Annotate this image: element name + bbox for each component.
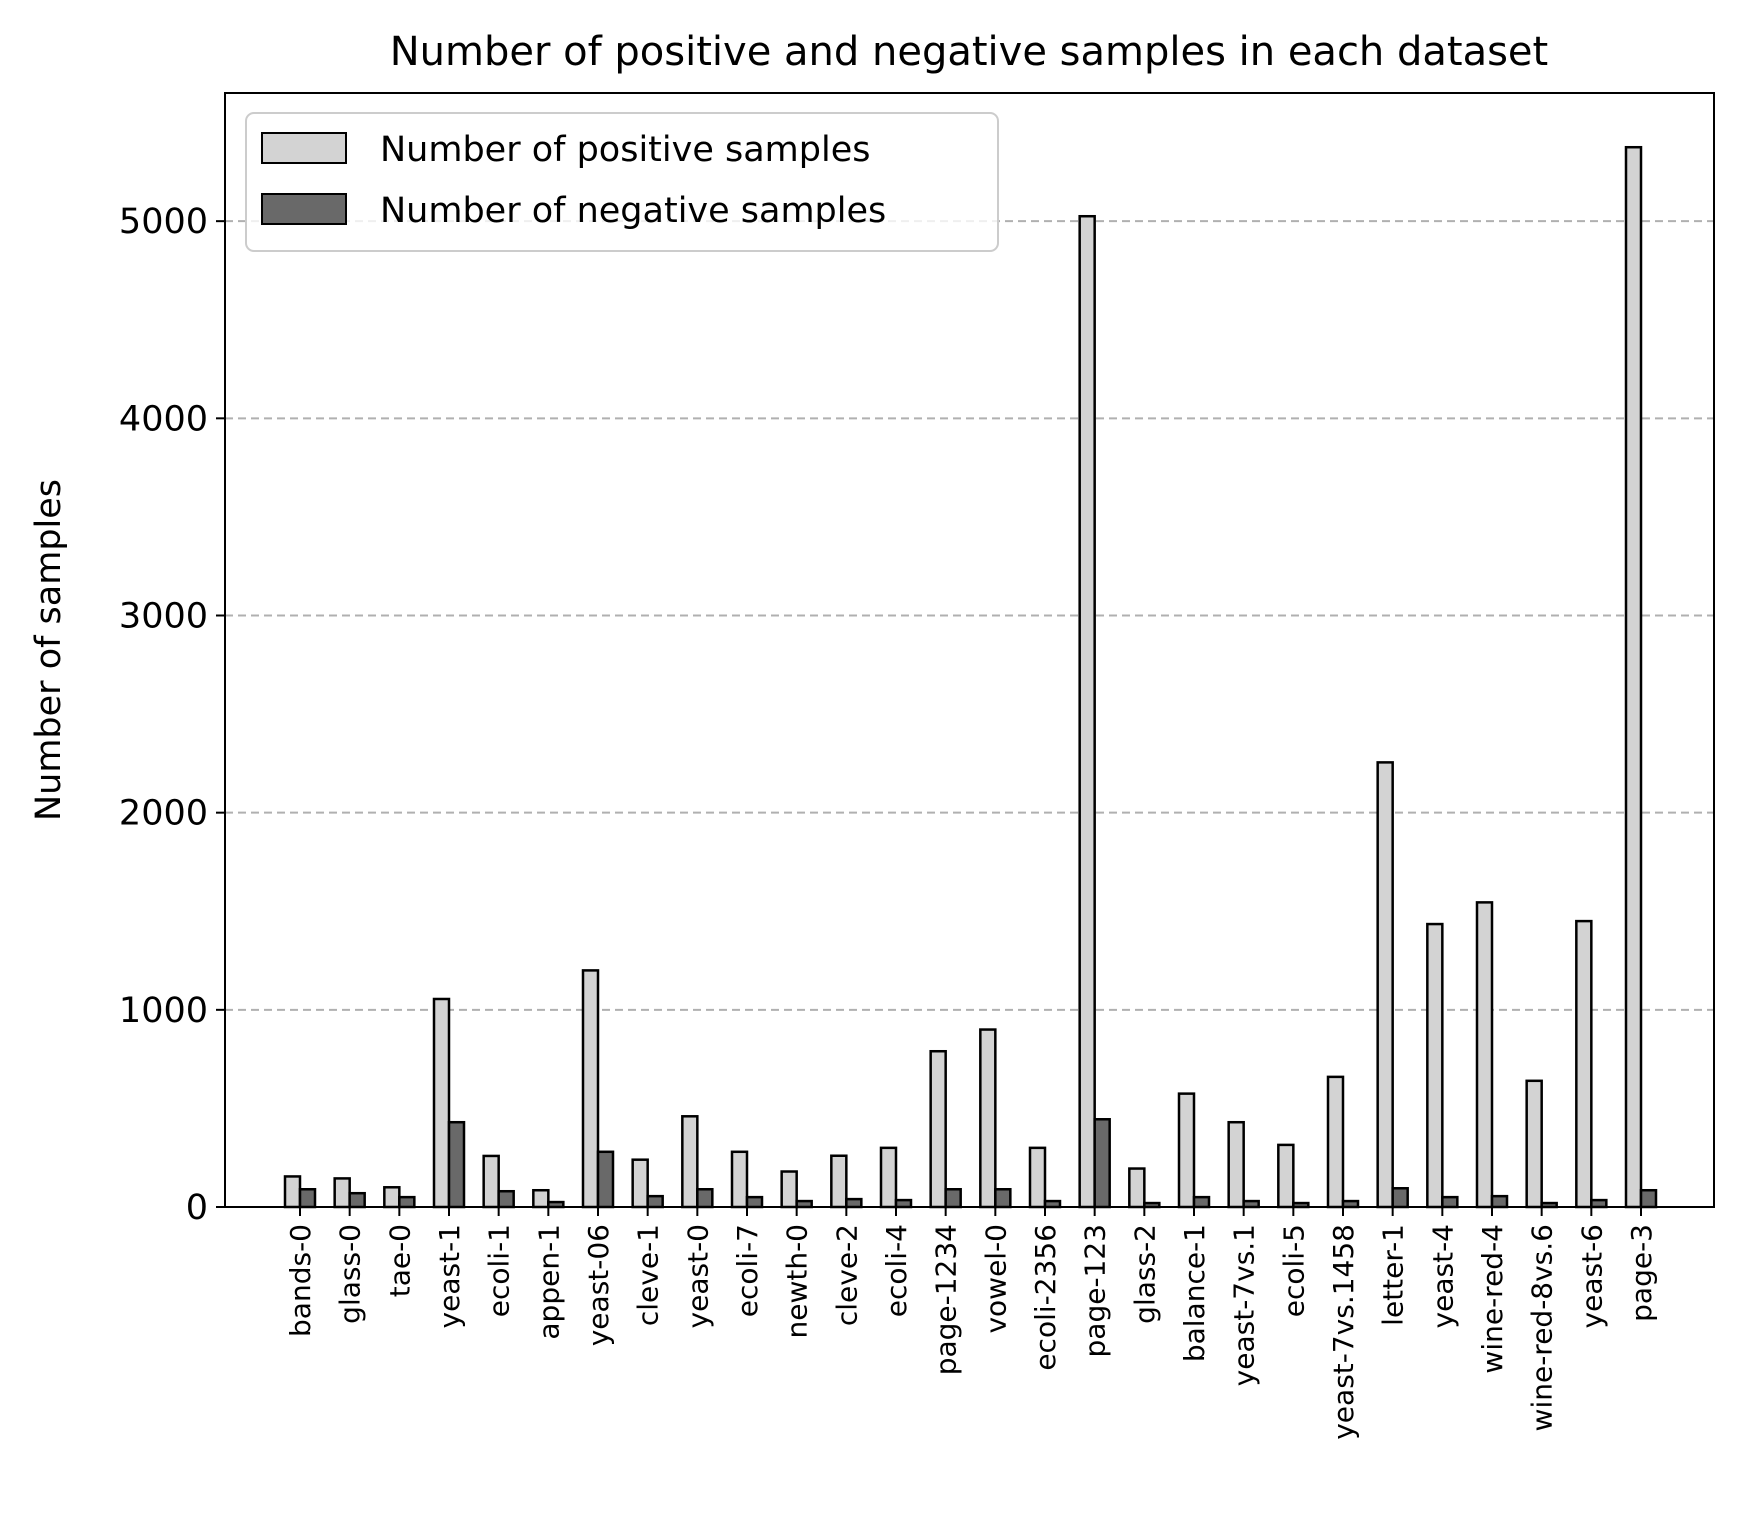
bar-positive (730, 1150, 749, 1209)
plot-frame (224, 92, 1715, 1208)
x-tick-label: yeast-1 (433, 1224, 466, 1328)
bar-positive (631, 1158, 649, 1209)
x-tick-label: yeast-7vs.1458 (1327, 1224, 1360, 1440)
y-tick-label: 5000 (119, 202, 208, 242)
bar-negative (1093, 1118, 1111, 1209)
bar-positive (1028, 1146, 1047, 1209)
y-tick-label: 1000 (119, 991, 208, 1031)
bar-positive (979, 1028, 997, 1209)
y-tick-label: 2000 (119, 794, 208, 834)
x-tick-label: ecoli-1 (483, 1224, 516, 1317)
bar-negative (497, 1189, 515, 1209)
bar-positive (333, 1177, 351, 1209)
x-tick-label: bands-0 (284, 1224, 317, 1337)
bar-positive (1624, 145, 1643, 1209)
bar-positive (929, 1049, 947, 1209)
x-tick-label: page-1234 (930, 1224, 963, 1375)
y-axis-label: Number of samples (29, 479, 69, 821)
x-axis-ticks: bands-0 glass-0 tae-0 yeast-1 ecoli-1 appen-1… (284, 1207, 1658, 1440)
bar-negative (745, 1195, 764, 1209)
legend-label-negative: Number of negative samples (380, 191, 886, 231)
x-tick-label: balance-1 (1178, 1224, 1211, 1362)
bar-negative (1192, 1195, 1211, 1209)
bar-negative (596, 1150, 615, 1209)
bar-positive (1426, 922, 1444, 1209)
y-tick-label: 3000 (119, 596, 208, 636)
bar-negative (1639, 1188, 1658, 1209)
bar-positive (581, 969, 600, 1209)
bar-positive (1227, 1120, 1245, 1209)
bar-positive (1575, 919, 1593, 1209)
legend-label-positive: Number of positive samples (380, 130, 870, 170)
bar-negative (1490, 1194, 1509, 1209)
x-tick-label: ecoli-7 (731, 1224, 764, 1317)
bar-positive (432, 997, 451, 1209)
bar-positive (383, 1186, 401, 1209)
x-tick-label: ecoli-2356 (1029, 1224, 1062, 1371)
bar-positive (1525, 1079, 1543, 1209)
bar-positive (1475, 901, 1494, 1209)
x-tick-label: wine-red-8vs.6 (1526, 1224, 1559, 1431)
x-tick-label: yeast-4 (1426, 1224, 1459, 1328)
bar-positive (681, 1115, 699, 1209)
bar-positive (1376, 761, 1394, 1209)
x-tick-label: letter-1 (1377, 1224, 1410, 1326)
x-tick-label: yeast-6 (1575, 1224, 1608, 1328)
chart-title: Number of positive and negative samples … (390, 29, 1548, 75)
bar-negative (447, 1120, 466, 1209)
x-tick-label: wine-red-4 (1476, 1224, 1509, 1374)
bar-negative (1590, 1198, 1608, 1209)
x-tick-label: page-123 (1079, 1224, 1112, 1357)
x-tick-label: cleve-2 (830, 1224, 863, 1326)
x-tick-label: vowel-0 (979, 1224, 1012, 1334)
y-tick-label: 0 (186, 1188, 208, 1228)
y-axis-ticks: 0 1000 2000 3000 4000 5000 (119, 202, 225, 1228)
bar-positive (879, 1146, 898, 1209)
bar-negative (944, 1188, 962, 1209)
x-tick-label: appen-1 (532, 1224, 565, 1340)
x-tick-label: cleve-1 (632, 1224, 665, 1326)
legend-box (245, 112, 999, 252)
x-tick-label: glass-2 (1128, 1224, 1161, 1324)
bar-positive (830, 1154, 848, 1209)
bar-positive (283, 1175, 302, 1209)
x-tick-label: glass-0 (334, 1224, 367, 1324)
bar-negative (696, 1188, 714, 1209)
bar-negative (845, 1197, 863, 1209)
bar-positive (1277, 1143, 1295, 1209)
bar-negative (398, 1195, 416, 1209)
bar-negative (298, 1188, 317, 1209)
bar-positive (482, 1154, 500, 1209)
x-tick-label: page-3 (1625, 1224, 1658, 1322)
bar-positive (780, 1170, 798, 1209)
bar-negative (994, 1188, 1012, 1209)
bar-negative (646, 1194, 664, 1209)
x-tick-label: ecoli-4 (880, 1224, 913, 1317)
bar-positive (1128, 1167, 1146, 1209)
x-tick-label: yeast-0 (681, 1224, 714, 1328)
x-tick-label: yeast-7vs.1 (1228, 1224, 1261, 1386)
bar-positive (1177, 1092, 1196, 1209)
x-tick-label: newth-0 (781, 1224, 814, 1339)
bar-negative (1441, 1195, 1459, 1209)
bar-positive (532, 1188, 550, 1209)
y-tick-label: 4000 (119, 399, 208, 439)
x-tick-label: ecoli-5 (1277, 1224, 1310, 1317)
x-tick-label: yeast-06 (582, 1224, 615, 1346)
bar-positive (1326, 1075, 1345, 1209)
bar-negative (348, 1191, 366, 1209)
bar-negative (894, 1198, 913, 1209)
bar-negative (1391, 1187, 1409, 1209)
legend-swatch-positive (261, 132, 347, 164)
legend-swatch-negative (261, 193, 347, 225)
legend: Number of positive samples Number of neg… (245, 112, 999, 252)
bar-positive (1078, 214, 1096, 1209)
gridlines (225, 220, 1714, 1011)
x-tick-label: tae-0 (383, 1224, 416, 1297)
